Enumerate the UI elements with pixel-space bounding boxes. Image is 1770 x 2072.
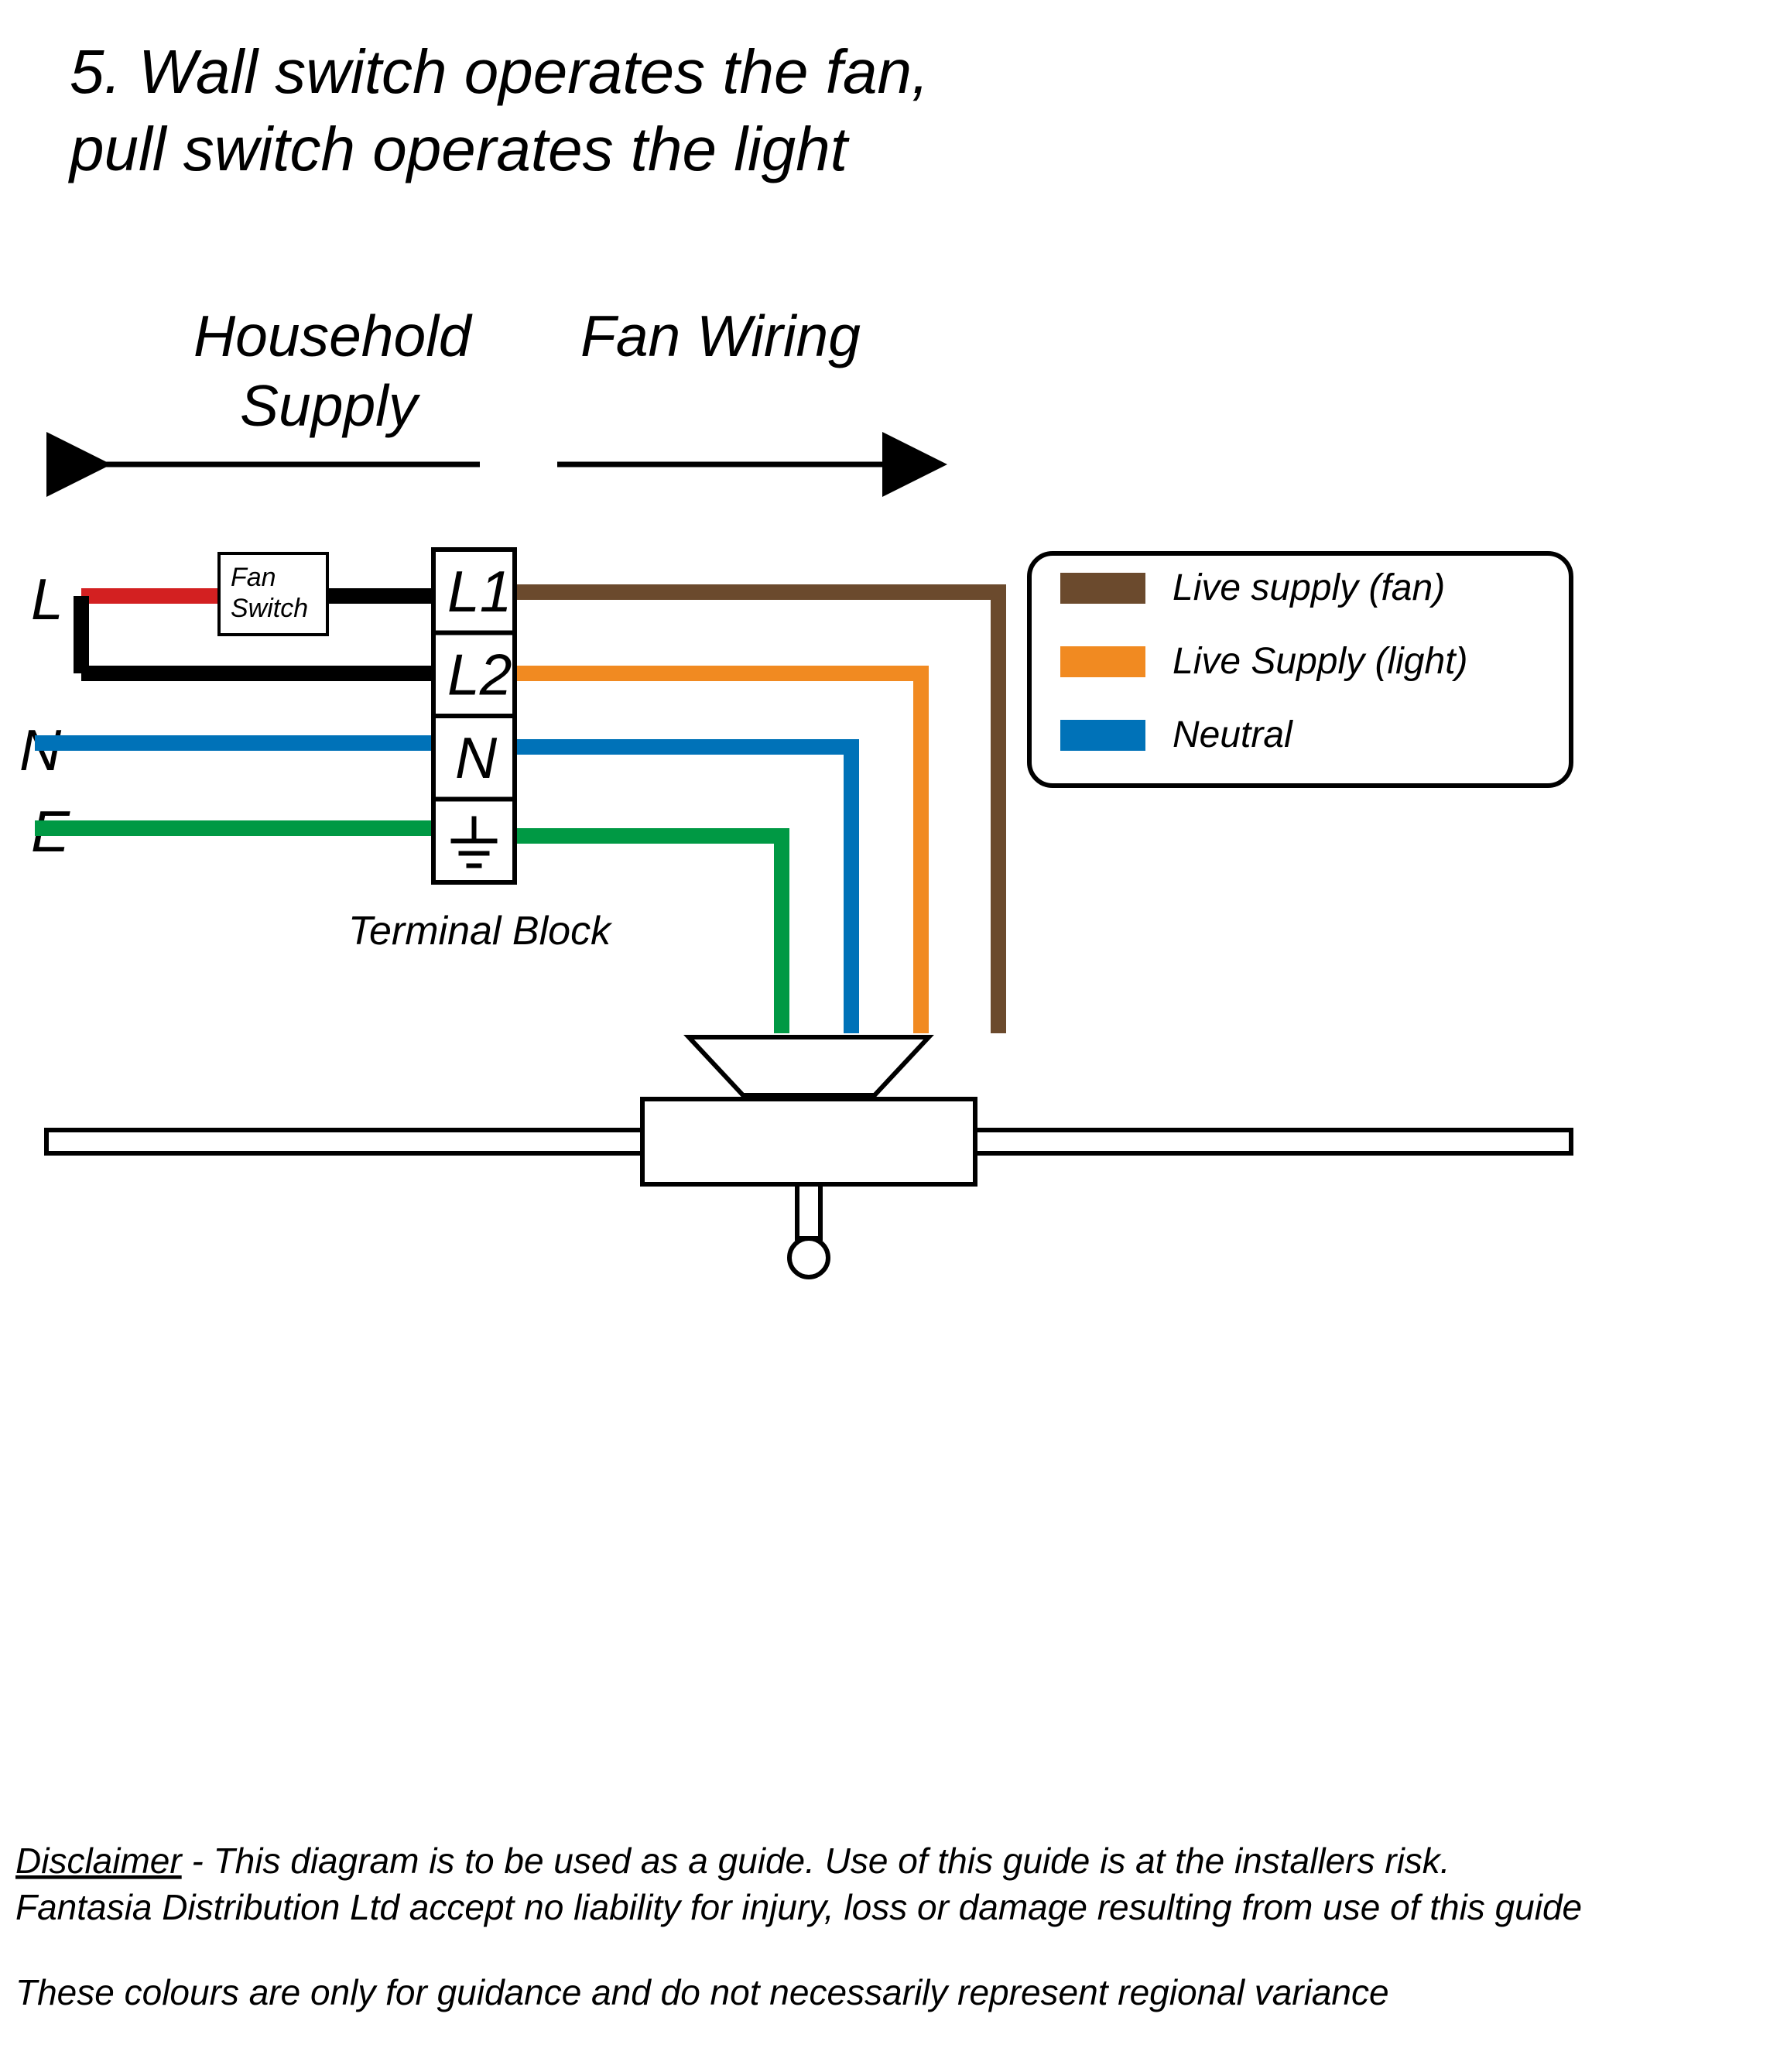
tb-N: N xyxy=(455,725,498,790)
label-fan-wiring: Fan Wiring xyxy=(580,303,861,368)
tb-L2: L2 xyxy=(447,642,512,707)
title-line-1: 5. Wall switch operates the fan, xyxy=(70,37,929,106)
label-L: L xyxy=(31,567,63,632)
fan-canopy xyxy=(689,1037,929,1095)
label-household: Household xyxy=(193,303,473,368)
legend-neutral-swatch xyxy=(1060,720,1145,751)
fan-switch-label-1: Fan xyxy=(231,563,276,592)
disclaimer-line-2: Fantasia Distribution Ltd accept no liab… xyxy=(15,1887,1582,1927)
legend-light-label: Live Supply (light) xyxy=(1173,641,1468,682)
disclaimer-line-3: These colours are only for guidance and … xyxy=(15,1972,1389,2012)
fan-blade-left xyxy=(46,1130,642,1153)
label-supply: Supply xyxy=(240,373,421,438)
fan-pull-stem xyxy=(797,1184,820,1238)
legend-fan-swatch xyxy=(1060,573,1145,604)
fan-switch-label-2: Switch xyxy=(231,594,308,623)
legend-fan-label: Live supply (fan) xyxy=(1173,567,1445,608)
disclaimer-line-1: Disclaimer - This diagram is to be used … xyxy=(15,1841,1450,1881)
fan-motor xyxy=(642,1099,975,1184)
fan-blade-right xyxy=(975,1130,1571,1153)
terminal-block-label: Terminal Block xyxy=(348,909,613,954)
tb-L1: L1 xyxy=(447,559,512,624)
title-line-2: pull switch operates the light xyxy=(68,115,850,183)
legend-light-swatch xyxy=(1060,646,1145,677)
fan-pull-knob xyxy=(789,1238,828,1277)
legend-neutral-label: Neutral xyxy=(1173,714,1293,755)
